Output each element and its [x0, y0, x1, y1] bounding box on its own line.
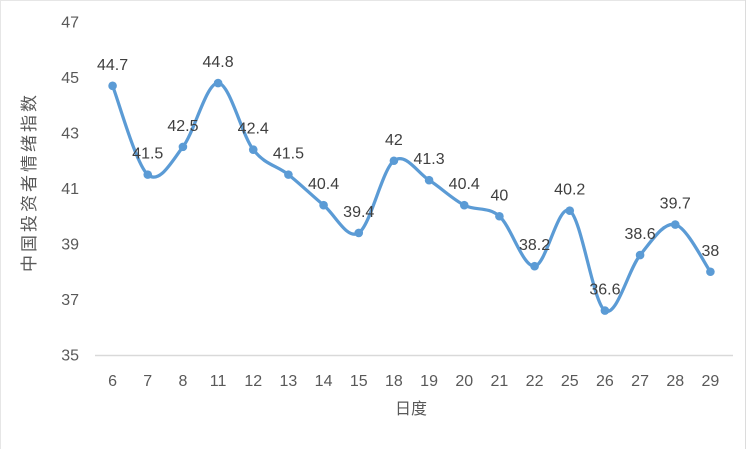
data-point-marker: [600, 306, 610, 315]
data-label: 36.6: [589, 282, 620, 299]
data-label: 40.2: [554, 182, 585, 199]
data-label: 44.8: [203, 54, 234, 71]
data-label: 41.3: [414, 151, 445, 168]
chart-border-left: [0, 0, 1, 449]
x-tick-label: 11: [210, 373, 227, 390]
x-axis-tick-labels: 6 7 8 11 12 13 14 15 18 19 20 21 22 25 26 27 28 29: [108, 373, 719, 390]
x-tick-label: 14: [315, 373, 333, 390]
data-label: 40.4: [449, 176, 480, 193]
data-point-marker: [459, 200, 469, 210]
y-tick-label: 37: [61, 292, 79, 309]
y-tick-label: 35: [61, 348, 79, 365]
x-tick-label: 19: [420, 373, 438, 390]
data-point-marker: [319, 200, 328, 210]
x-tick-label: 22: [526, 373, 544, 390]
y-tick-label: 47: [61, 15, 79, 32]
data-point-marker: [706, 267, 715, 277]
x-tick-label: 25: [561, 373, 579, 390]
x-tick-label: 29: [702, 373, 720, 390]
data-point-marker: [354, 228, 364, 238]
x-tick-label: 27: [631, 373, 649, 390]
data-label: 41.5: [273, 146, 304, 163]
x-tick-label: 20: [455, 373, 473, 390]
data-label: 42.4: [238, 121, 269, 138]
data-point-marker: [248, 145, 258, 154]
data-label: 42: [385, 132, 403, 149]
data-point-marker: [284, 170, 293, 179]
chart-border-top: [0, 0, 746, 1]
x-tick-label: 18: [385, 373, 403, 390]
data-label: 41.5: [132, 146, 163, 163]
x-tick-label: 15: [350, 373, 368, 390]
y-tick-label: 41: [61, 181, 79, 198]
data-label: 38.2: [519, 237, 550, 254]
x-tick-label: 13: [280, 373, 298, 390]
y-tick-label: 45: [61, 70, 79, 87]
data-point-marker: [670, 220, 680, 229]
data-label: 42.5: [167, 118, 198, 135]
x-tick-label: 28: [666, 373, 684, 390]
x-tick-label: 8: [178, 373, 187, 390]
data-point-marker: [178, 142, 188, 152]
chart-border-right: [745, 0, 746, 449]
x-tick-label: 12: [244, 373, 262, 390]
data-label: 38.6: [625, 226, 656, 243]
data-point-marker: [389, 156, 399, 166]
y-axis-tick-labels: 47 45 43 41 39 37 35: [61, 15, 79, 365]
data-point-marker: [530, 261, 539, 271]
x-tick-label: 26: [596, 373, 614, 390]
data-point-marker: [108, 81, 117, 91]
data-label: 38: [702, 243, 720, 260]
x-tick-label: 21: [491, 373, 509, 390]
x-tick-label: 6: [108, 373, 117, 390]
x-axis-title: 日度: [395, 400, 427, 418]
data-label: 39.7: [660, 196, 691, 213]
data-label: 39.4: [343, 204, 374, 221]
data-point-marker: [424, 175, 434, 185]
series-line: [110, 81, 713, 313]
data-point-marker: [213, 78, 223, 88]
x-tick-label: 7: [143, 373, 152, 390]
y-tick-label: 39: [61, 237, 79, 254]
y-tick-label: 43: [61, 126, 79, 143]
data-point-marker: [565, 206, 575, 215]
data-point-markers: [108, 78, 715, 315]
data-labels: 44.741.542.544.842.441.540.439.44241.340…: [97, 54, 719, 299]
y-axis-title: 中国投资者情绪指数: [20, 92, 39, 272]
data-label: 44.7: [97, 57, 128, 74]
data-label: 40: [491, 187, 509, 204]
data-label: 40.4: [308, 176, 339, 193]
data-point-marker: [635, 250, 645, 260]
data-point-marker: [143, 170, 153, 179]
data-point-marker: [495, 211, 504, 221]
